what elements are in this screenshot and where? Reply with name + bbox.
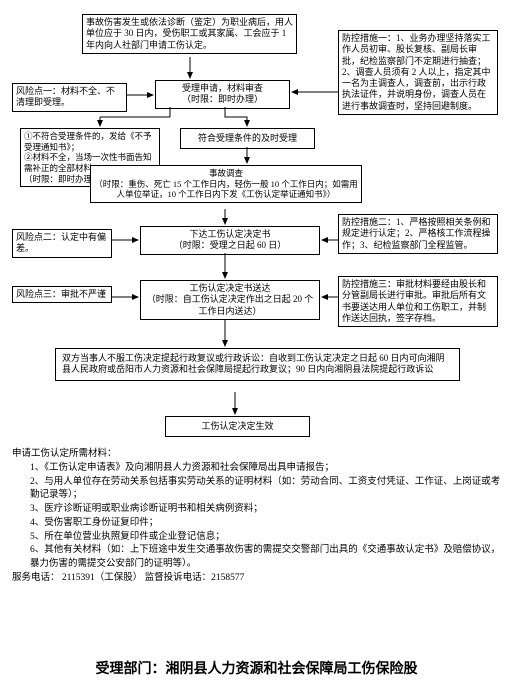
apply-text: 受理申请，材料审查 （时限：即时办理）: [182, 83, 263, 104]
measure2-text: 防控措施二：1、严格按照相关条例和规定进行认定；2、严格核工作流程操作；3、纪检…: [342, 217, 491, 250]
measure1-box: 防控措施一：1、业务办理坚持落实工作人员初审、股长复核、副局长审批，纪检监察部门…: [338, 30, 498, 115]
risk2-box: 风险点二：认定中有偏差。: [12, 229, 112, 258]
deliver-text: 工伤认定决定书送达 （时限：自工伤认定决定作出之日起 20 个工作日内送达）: [147, 283, 314, 316]
effect-text: 工伤认定决定生效: [201, 421, 273, 431]
measure3-box: 防控措施三：审批材料要经由股长和分管副局长进行审批。审批后所有文书要送达用人单位…: [338, 276, 498, 327]
materials-list: 申请工伤认定所需材料： 1、《工伤认定申请表》及向湘阴县人力资源和社会保障局出具…: [12, 448, 502, 586]
materials-title: 申请工伤认定所需材料：: [12, 448, 502, 462]
risk1-text: 风险点一：材料不全、不清理即受理。: [16, 86, 115, 107]
apply-box: 受理申请，材料审查 （时限：即时办理）: [155, 80, 290, 109]
start-box: 事故伤害发生或依法诊断（鉴定）为职业病后，用人单位应于 30 日内，受伤职工或其…: [82, 14, 297, 54]
appeal-text: 双方当事人不服工伤决定提起行政复议或行政诉讼：自收到工伤认定决定之日起 60 日…: [62, 353, 445, 374]
department-title: 受理部门：湘阴县人力资源和社会保障局工伤保险股: [0, 658, 513, 678]
risk1-box: 风险点一：材料不全、不清理即受理。: [12, 83, 127, 112]
investigate-text: 事故调查 （时限：重伤、死亡 15 个工作日内，轻伤一般 10 个工作日内；如需…: [94, 168, 358, 199]
deliver-box: 工伤认定决定书送达 （时限：自工伤认定决定作出之日起 20 个工作日内送达）: [140, 280, 320, 320]
risk3-text: 风险点三：审批不严谨: [16, 289, 106, 299]
material-item-4: 4、受伤害职工身份证复印件；: [12, 517, 502, 531]
effect-box: 工伤认定决定生效: [165, 416, 310, 437]
material-item-5: 5、所在单位营业执照复印件或企业登记信息；: [12, 531, 502, 545]
decision-text: 下达工伤认定决定书 （时限：受理之日起 60 日）: [174, 229, 287, 250]
measure2-box: 防控措施二：1、严格按照相关条例和规定进行认定；2、严格核工作流程操作；3、纪检…: [338, 214, 498, 254]
investigate-box: 事故调查 （时限：重伤、死亡 15 个工作日内，轻伤一般 10 个工作日内；如需…: [90, 165, 362, 203]
risk2-text: 风险点二：认定中有偏差。: [16, 232, 106, 253]
start-text: 事故伤害发生或依法诊断（鉴定）为职业病后，用人单位应于 30 日内，受伤职工或其…: [86, 17, 293, 50]
accept-box: 符合受理条件的及时受理: [180, 128, 315, 149]
decision-box: 下达工伤认定决定书 （时限：受理之日起 60 日）: [140, 226, 320, 255]
risk3-box: 风险点三：审批不严谨: [12, 286, 112, 303]
appeal-box: 双方当事人不服工伤决定提起行政复议或行政诉讼：自收到工伤认定决定之日起 60 日…: [55, 348, 460, 381]
measure3-text: 防控措施三：审批材料要经由股长和分管副局长进行审批。审批后所有文书要送达用人单位…: [342, 279, 486, 323]
material-item-1: 1、《工伤认定申请表》及向湘阴县人力资源和社会保障局出具申请报告；: [12, 462, 502, 476]
material-item-3: 3、医疗诊断证明或职业病诊断证明书和相关病例资料；: [12, 503, 502, 517]
accept-text: 符合受理条件的及时受理: [198, 133, 297, 143]
material-item-6: 6、其他有关材料（如：上下班途中发生交通事故伤害的需提交交警部门出具的《交通事故…: [12, 544, 502, 572]
material-item-2: 2、与用人单位存在劳动关系包括事实劳动关系的证明材料（如：劳动合同、工资支付凭证…: [12, 476, 502, 504]
phones: 服务电话： 2115391（工保股） 监督投诉电话：2158577: [12, 572, 502, 586]
measure1-text: 防控措施一：1、业务办理坚持落实工作人员初审、股长复核、副局长审批，纪检监察部门…: [342, 33, 491, 111]
